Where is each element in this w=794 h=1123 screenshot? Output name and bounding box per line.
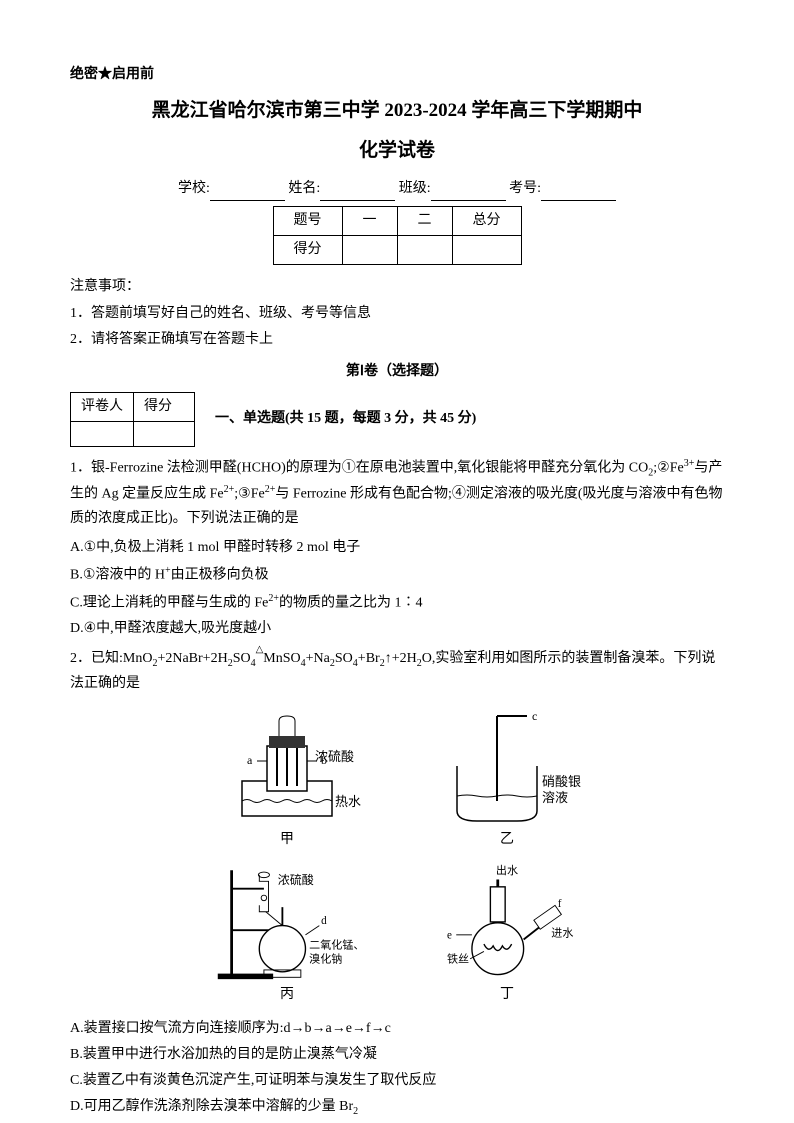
q2-h: ↑+2H <box>385 651 417 666</box>
col-header-0: 题号 <box>273 207 342 236</box>
q1-option-d: D.④中,甲醛浓度越大,吸光度越小 <box>70 617 724 641</box>
class-label: 班级: <box>399 181 431 196</box>
section-title: 一、单选题(共 15 题，每题 3 分，共 45 分) <box>215 407 476 431</box>
svg-text:溴化钠: 溴化钠 <box>309 952 342 966</box>
svg-text:e: e <box>447 930 452 942</box>
label-bing: 丙 <box>280 983 294 1007</box>
q2-optd-a: D.可用乙醇作洗涤剂除去溴苯中溶解的少量 Br <box>70 1099 353 1114</box>
svg-text:硝酸银: 硝酸银 <box>542 774 581 789</box>
triangle-icon: △ <box>256 641 264 658</box>
school-label: 学校: <box>178 181 210 196</box>
grader-label: 评卷人 <box>71 392 134 421</box>
class-blank[interactable] <box>431 186 506 201</box>
name-label: 姓名: <box>288 181 320 196</box>
score-cell-2[interactable] <box>397 235 452 264</box>
svg-text:热水: 热水 <box>335 794 361 809</box>
svg-text:浓硫酸: 浓硫酸 <box>315 749 354 764</box>
confidential-label: 绝密★启用前 <box>70 63 724 87</box>
q1-text-a: 1．银-Ferrozine 法检测甲醛(HCHO)的原理为①在原电池装置中,氧化… <box>70 460 648 475</box>
q2-a: 2．已知:MnO <box>70 651 152 666</box>
q2-b: +2NaBr+2H <box>157 651 227 666</box>
notice-item-2: 2．请将答案正确填写在答题卡上 <box>70 328 724 352</box>
section-header: 评卷人 得分 一、单选题(共 15 题，每题 3 分，共 45 分) <box>70 392 724 447</box>
student-info-line: 学校: 姓名: 班级: 考号: <box>70 177 724 201</box>
q1-optb-b: 由正极移向负极 <box>171 568 269 583</box>
col-header-1: 一 <box>342 207 397 236</box>
q1-text-d: ;③Fe <box>234 487 264 502</box>
svg-text:浓硫酸: 浓硫酸 <box>278 872 314 887</box>
apparatus-jia: a b 浓硫酸 热水 甲 <box>207 706 367 852</box>
examno-label: 考号: <box>509 181 541 196</box>
apparatus-bing: 浓硫酸 d 二氧化锰、 溴化钠 丙 <box>207 861 367 1007</box>
svg-text:a: a <box>247 753 253 767</box>
q1-option-b: B.①溶液中的 H+由正极移向负极 <box>70 562 724 587</box>
q1-text-b: ;②Fe <box>653 460 683 475</box>
question-1: 1．银-Ferrozine 法检测甲醛(HCHO)的原理为①在原电池装置中,氧化… <box>70 455 724 531</box>
exam-title: 黑龙江省哈尔滨市第三中学 2023-2024 学年高三下学期期中 <box>70 95 724 127</box>
svg-text:c: c <box>532 709 537 723</box>
name-blank[interactable] <box>320 186 395 201</box>
apparatus-ding: 出水 e f 进水 铁丝 丁 <box>427 861 587 1007</box>
q2-option-b: B.装置甲中进行水浴加热的目的是防止溴蒸气冷凝 <box>70 1043 724 1067</box>
svg-text:d: d <box>321 915 327 927</box>
svg-text:铁丝: 铁丝 <box>447 953 469 966</box>
row2-label: 得分 <box>273 235 342 264</box>
grader-blank-1[interactable] <box>71 421 134 446</box>
q2-c: SO <box>233 651 251 666</box>
apparatus-yi: c 硝酸银 溶液 乙 <box>427 706 587 852</box>
q2-d: MnSO <box>263 651 300 666</box>
svg-text:二氧化锰、: 二氧化锰、 <box>309 938 364 952</box>
apparatus-diagram: a b 浓硫酸 热水 甲 c 硝酸银 溶液 乙 <box>70 706 724 1008</box>
q1-optc-a: C.理论上消耗的甲醛与生成的 Fe <box>70 595 268 610</box>
q1-optc-b: 的物质的量之比为 1∶4 <box>279 595 423 610</box>
q2-option-d: D.可用乙醇作洗涤剂除去溴苯中溶解的少量 Br2 <box>70 1095 724 1120</box>
col-header-3: 总分 <box>452 207 521 236</box>
exam-subtitle: 化学试卷 <box>70 135 724 167</box>
grader-blank-2[interactable] <box>134 421 195 446</box>
grader-score-label: 得分 <box>134 392 195 421</box>
q2-e: +Na <box>306 651 330 666</box>
notice-item-1: 1．答题前填写好自己的姓名、班级、考号等信息 <box>70 302 724 326</box>
score-cell-1[interactable] <box>342 235 397 264</box>
score-cell-3[interactable] <box>452 235 521 264</box>
score-table: 题号 一 二 总分 得分 <box>273 206 522 265</box>
col-header-2: 二 <box>397 207 452 236</box>
svg-text:溶液: 溶液 <box>542 790 568 805</box>
q2-f: SO <box>335 651 353 666</box>
q1-optb-a: B.①溶液中的 H <box>70 568 165 583</box>
examno-blank[interactable] <box>541 186 616 201</box>
q1-option-a: A.①中,负极上消耗 1 mol 甲醛时转移 2 mol 电子 <box>70 536 724 560</box>
label-ding: 丁 <box>500 983 514 1007</box>
svg-text:出水: 出水 <box>496 863 518 877</box>
q2-option-c: C.装置乙中有淡黄色沉淀产生,可证明苯与溴发生了取代反应 <box>70 1069 724 1093</box>
question-2: 2．已知:MnO2+2NaBr+2H2SO4△MnSO4+Na2SO4+Br2↑… <box>70 647 724 696</box>
q2-option-a: A.装置接口按气流方向连接顺序为:d→b→a→e→f→c <box>70 1017 724 1041</box>
label-jia: 甲 <box>280 828 294 852</box>
svg-text:f: f <box>558 899 562 911</box>
notice-title: 注意事项： <box>70 275 724 299</box>
school-blank[interactable] <box>210 186 285 201</box>
q1-option-c: C.理论上消耗的甲醛与生成的 Fe2+的物质的量之比为 1∶4 <box>70 590 724 615</box>
svg-text:进水: 进水 <box>551 927 573 940</box>
part1-title: 第Ⅰ卷（选择题） <box>70 360 724 384</box>
grader-table: 评卷人 得分 <box>70 392 195 447</box>
label-yi: 乙 <box>500 828 514 852</box>
q2-g: +Br <box>358 651 380 666</box>
